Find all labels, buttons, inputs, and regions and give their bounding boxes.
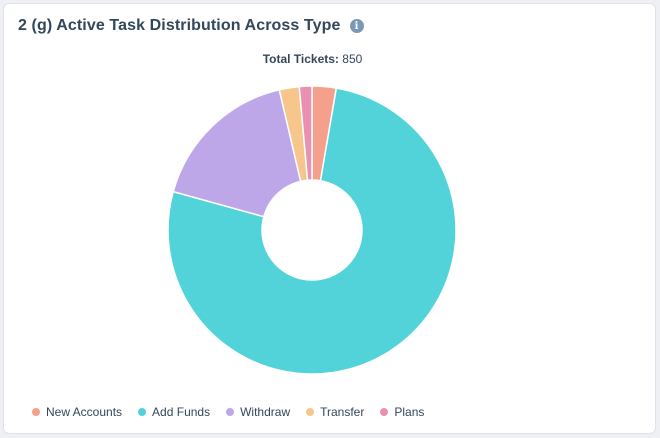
chart-card: 2 (g) Active Task Distribution Across Ty… [3,3,656,434]
card-header: 2 (g) Active Task Distribution Across Ty… [18,17,364,35]
legend-label-transfer: Transfer [320,405,365,419]
info-icon[interactable]: i [349,19,364,33]
slice-plans[interactable] [298,85,313,182]
legend-item-add-funds[interactable]: Add Funds [138,405,210,419]
legend-label-add-funds: Add Funds [152,405,211,419]
slice-withdraw[interactable] [172,88,302,218]
legend-label-new-accounts: New Accounts [46,405,123,419]
legend-dot-transfer [306,408,315,416]
legend-label-withdraw: Withdraw [240,405,291,419]
donut-chart [167,85,457,375]
legend-item-withdraw[interactable]: Withdraw [226,405,290,419]
legend-dot-add-funds [138,408,147,416]
legend-item-plans[interactable]: Plans [380,405,424,419]
total-tickets-value: 850 [342,52,363,66]
legend-dot-new-accounts [32,408,40,416]
legend-label-plans: Plans [394,405,425,419]
legend-dot-withdraw [226,408,235,416]
chart-title: 2 (g) Active Task Distribution Across Ty… [18,17,341,34]
legend-dot-plans [380,408,389,416]
legend-item-transfer[interactable]: Transfer [306,405,364,419]
slice-add-funds[interactable] [167,87,457,375]
chart-legend: New Accounts Add Funds Withdraw Transfer Pla… [32,405,440,419]
legend-item-new-accounts[interactable]: New Accounts [32,405,122,419]
total-tickets: Total Tickets: 850 [4,52,621,66]
total-tickets-label: Total Tickets: [262,52,339,66]
